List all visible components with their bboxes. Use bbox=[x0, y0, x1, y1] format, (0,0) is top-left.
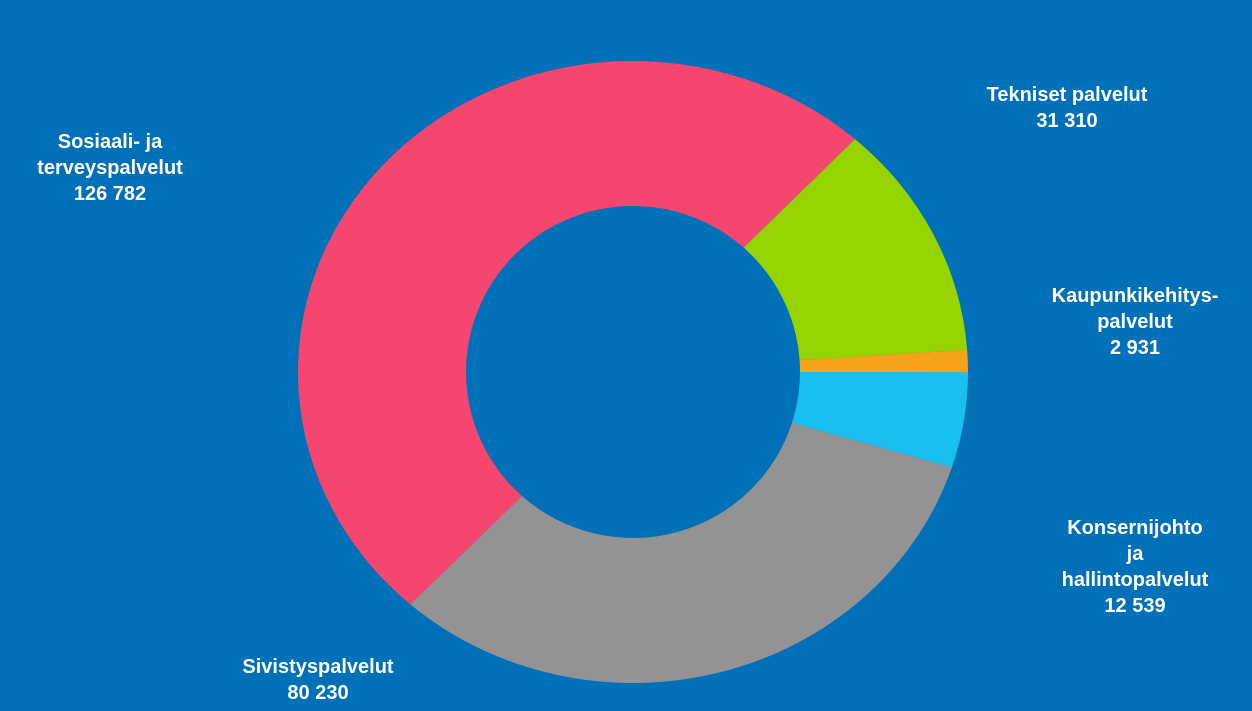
donut-slice bbox=[799, 349, 969, 373]
slice-label: Tekniset palvelut 31 310 bbox=[987, 82, 1148, 134]
slice-label: Konsernijohto ja hallintopalvelut 12 539 bbox=[1062, 515, 1209, 619]
value-label: 2 931 bbox=[1109, 337, 1161, 359]
category-name: Sosiaali- ja terveyspalvelut bbox=[37, 131, 183, 179]
slice-label: Sivistyspalvelut 80 230 bbox=[242, 654, 393, 706]
donut-slice bbox=[743, 139, 968, 361]
donut-slice bbox=[297, 60, 855, 605]
category-name: Konsernijohto ja hallintopalvelut bbox=[1061, 517, 1209, 591]
value-label: 12 539 bbox=[1104, 595, 1166, 617]
slice-label: Kaupunkikehitys- palvelut 2 931 bbox=[1052, 283, 1219, 361]
value-label: 80 230 bbox=[287, 682, 349, 704]
value-label: 126 782 bbox=[73, 183, 147, 205]
value-label: 31 310 bbox=[1036, 110, 1098, 132]
donut-slice bbox=[791, 372, 968, 468]
category-name: Kaupunkikehitys- palvelut bbox=[1051, 285, 1219, 333]
slice-label: Sosiaali- ja terveyspalvelut 126 782 bbox=[37, 129, 183, 207]
category-name: Tekniset palvelut bbox=[986, 84, 1148, 106]
donut-slice bbox=[410, 422, 952, 683]
category-name: Sivistyspalvelut bbox=[242, 656, 394, 678]
